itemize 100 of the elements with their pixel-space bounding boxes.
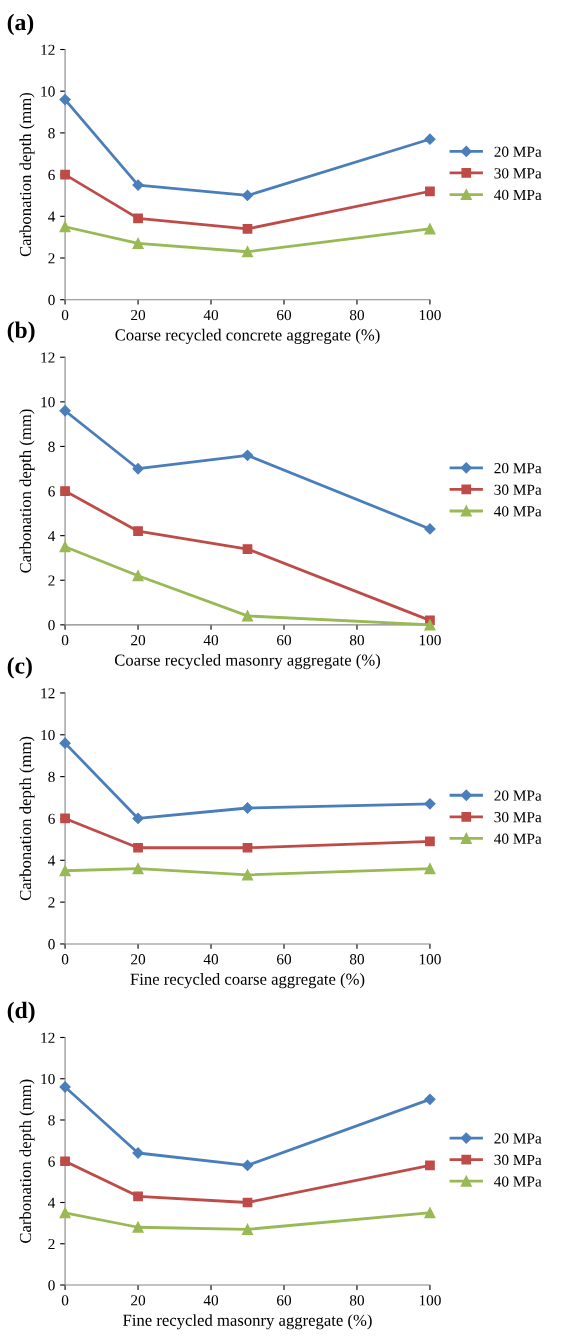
point [242,544,253,554]
x-tick-label: 20 [131,954,146,965]
point [425,1160,435,1171]
y-axis-title: Carbonation depth (mm) [19,92,35,257]
x-tick-label: 80 [349,309,365,321]
y-tick-label: 0 [48,1280,55,1291]
y-tick-label: 2 [48,575,55,586]
y-tick-label: 6 [48,486,55,497]
y-axis-title: Carbonation depth (mm) [19,1079,35,1243]
point [241,802,254,814]
point [424,619,436,631]
chart-title: (c) [7,657,32,679]
x-tick-label: 100 [419,635,441,646]
y-tick-label: 10 [41,1073,55,1085]
y-tick-label: 12 [41,352,55,363]
legend-label: 20 MPa [494,463,542,474]
x-tick-label: 0 [61,309,69,321]
x-tick-label: 20 [131,635,146,646]
legend-label: 40 MPa [494,189,542,201]
point [132,237,144,249]
x-tick-label: 40 [203,309,219,321]
x-tick-label: 100 [419,309,441,321]
point [59,737,71,749]
point [60,486,70,496]
y-tick-label: 6 [48,169,55,181]
point [241,189,254,202]
point [59,541,71,553]
point [241,1159,254,1171]
x-tick-label: 80 [349,954,365,965]
y-tick-label: 6 [48,813,55,824]
y-tick-label: 4 [48,211,56,222]
legend-label: 30 MPa [494,168,542,179]
y-axis-title: Carbonation depth (mm) [19,736,35,901]
x-tick-label: 0 [61,954,69,965]
legend-label: 40 MPa [494,1176,542,1187]
y-tick-label: 4 [48,1197,56,1208]
point [424,1093,436,1105]
point [132,863,144,875]
point [241,246,254,258]
x-tick-label: 40 [203,635,219,646]
y-tick-label: 8 [48,1115,55,1126]
point [132,463,144,475]
point [424,1207,436,1219]
point [241,610,254,622]
y-tick-label: 2 [48,897,55,908]
y-tick-label: 12 [41,1032,55,1043]
y-tick-label: 8 [48,441,55,452]
point [242,223,253,234]
point [132,1221,144,1233]
x-tick-label: 40 [203,1295,219,1306]
x-tick-label: 60 [277,954,292,965]
x-tick-label: 20 [131,1295,146,1306]
y-tick-label: 10 [41,729,55,741]
y-tick-label: 12 [41,44,55,55]
point [241,1223,254,1235]
point [133,842,143,853]
point [59,93,71,106]
legend-label: 30 MPa [494,484,542,495]
x-tick-label: 0 [61,635,69,646]
x-axis-title: Fine recycled masonry aggregate (%) [123,1314,372,1330]
point [425,186,435,197]
point [59,1207,71,1219]
point [60,169,70,180]
y-tick-label: 10 [41,86,55,97]
x-tick-label: 40 [203,954,219,965]
legend-label: 20 MPa [494,790,542,801]
point [59,221,71,233]
point [242,842,253,853]
y-tick-label: 4 [48,855,56,866]
y-tick-label: 10 [41,396,55,408]
point [59,865,71,877]
x-axis-title: Coarse recycled masonry aggregate (%) [114,653,381,670]
x-tick-label: 20 [131,309,146,321]
point [241,449,254,461]
legend-label: 40 MPa [494,833,542,844]
point [424,223,436,235]
chart-title: (a) [7,13,34,36]
legend-label: 40 MPa [494,506,542,517]
point [59,405,71,417]
x-tick-label: 80 [349,1295,365,1306]
legend-label: 30 MPa [494,812,542,823]
y-tick-label: 0 [48,294,55,306]
point [60,1156,70,1167]
y-axis-title: Carbonation depth (mm) [19,409,35,573]
legend-label: 20 MPa [494,1133,542,1144]
point [132,570,144,582]
chart-title: (d) [7,1001,35,1024]
y-tick-label: 0 [48,939,55,950]
x-axis-title: Coarse recycled concrete aggregate (%) [115,328,380,345]
y-tick-label: 0 [48,619,55,631]
y-tick-label: 8 [48,771,55,783]
x-tick-label: 60 [277,309,292,321]
point [133,526,143,537]
y-tick-label: 4 [48,530,56,541]
point [425,836,435,847]
legend-label: 20 MPa [494,146,542,157]
y-tick-label: 6 [48,1156,55,1167]
point [424,863,436,875]
point [60,813,70,824]
chart-title: (b) [7,321,35,343]
